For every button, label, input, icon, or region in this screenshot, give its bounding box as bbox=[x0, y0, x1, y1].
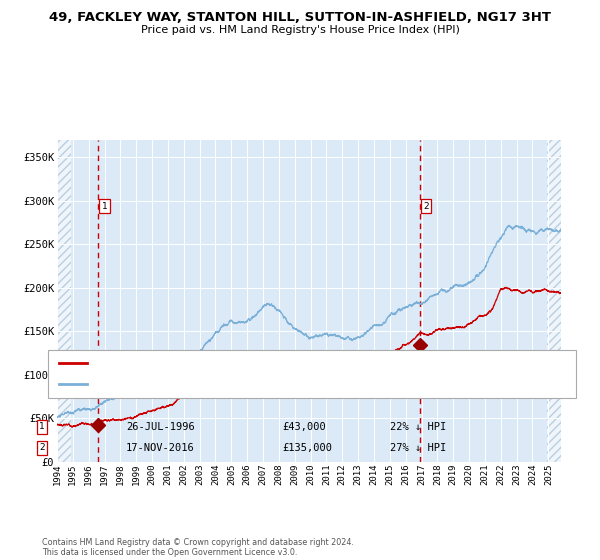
Text: Contains HM Land Registry data © Crown copyright and database right 2024.
This d: Contains HM Land Registry data © Crown c… bbox=[42, 538, 354, 557]
Text: 49, FACKLEY WAY, STANTON HILL, SUTTON-IN-ASHFIELD, NG17 3HT (detached house): 49, FACKLEY WAY, STANTON HILL, SUTTON-IN… bbox=[93, 359, 492, 368]
Bar bbox=[547, 140, 561, 462]
Bar bbox=[547, 140, 561, 462]
Text: 26-JUL-1996: 26-JUL-1996 bbox=[126, 422, 195, 432]
Text: Price paid vs. HM Land Registry's House Price Index (HPI): Price paid vs. HM Land Registry's House … bbox=[140, 25, 460, 35]
Bar bbox=[57, 140, 71, 462]
Text: HPI: Average price, detached house, Ashfield: HPI: Average price, detached house, Ashf… bbox=[93, 380, 324, 389]
Text: £135,000: £135,000 bbox=[282, 443, 332, 453]
Text: 1: 1 bbox=[39, 422, 45, 431]
Text: 2: 2 bbox=[424, 202, 429, 211]
Bar bbox=[57, 140, 71, 462]
Text: 17-NOV-2016: 17-NOV-2016 bbox=[126, 443, 195, 453]
Text: £43,000: £43,000 bbox=[282, 422, 326, 432]
Text: 49, FACKLEY WAY, STANTON HILL, SUTTON-IN-ASHFIELD, NG17 3HT: 49, FACKLEY WAY, STANTON HILL, SUTTON-IN… bbox=[49, 11, 551, 24]
Text: 22% ↓ HPI: 22% ↓ HPI bbox=[390, 422, 446, 432]
Text: 1: 1 bbox=[101, 202, 107, 211]
Text: 27% ↓ HPI: 27% ↓ HPI bbox=[390, 443, 446, 453]
Text: 2: 2 bbox=[39, 444, 45, 452]
